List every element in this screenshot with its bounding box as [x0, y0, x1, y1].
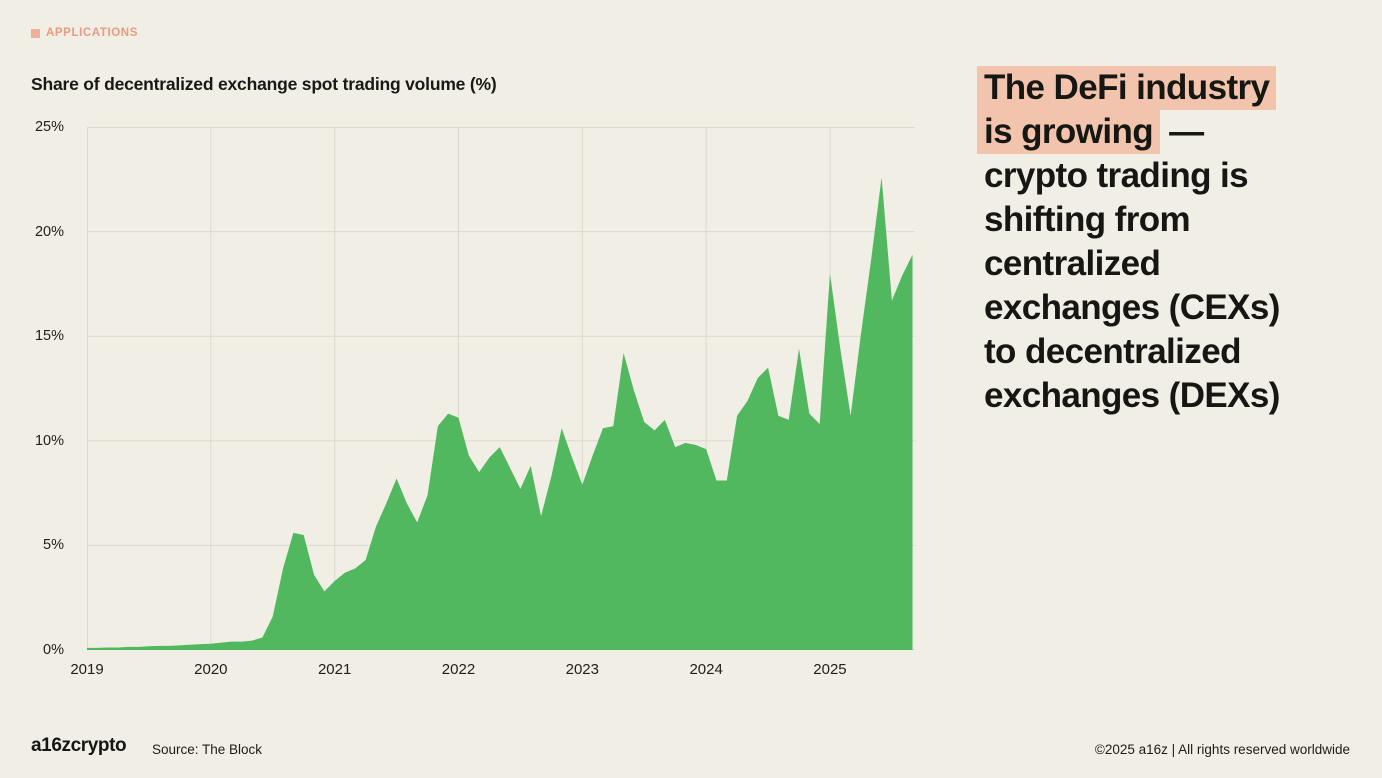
- chart-svg: [87, 127, 915, 650]
- chart-title: Share of decentralized exchange spot tra…: [31, 74, 497, 94]
- y-axis-tick-label: 25%: [34, 119, 64, 135]
- source-label: Source: The Block: [152, 742, 263, 757]
- x-axis-tick-label: 2023: [565, 661, 599, 678]
- tag-label: APPLICATIONS: [46, 27, 138, 39]
- x-axis-tick-label: 2024: [689, 661, 723, 678]
- y-axis-tick-label: 5%: [43, 537, 64, 554]
- plot-area: [87, 127, 915, 650]
- x-axis-tick-label: 2021: [317, 661, 352, 678]
- y-axis-tick-label: 10%: [34, 432, 64, 449]
- y-axis-tick-label: 0%: [43, 642, 64, 658]
- y-axis-tick-label: 20%: [34, 223, 64, 240]
- headline-line: exchanges (CEXs): [984, 288, 1280, 327]
- headline-line: is growing —: [977, 110, 1374, 154]
- copyright-label: ©2025 a16z | All rights reserved worldwi…: [1094, 742, 1350, 757]
- headline-line: The DeFi industry: [977, 66, 1374, 110]
- a16zcrypto-logo: a16zcrypto: [31, 735, 127, 756]
- x-axis-tick-label: 2020: [194, 661, 228, 678]
- headline-line: centralized: [984, 244, 1161, 283]
- headline-text: —: [1160, 112, 1204, 151]
- y-axis-tick-label: 15%: [34, 328, 64, 345]
- headline-line: crypto trading is: [984, 156, 1249, 195]
- headline-line: shifting from: [984, 200, 1191, 239]
- chart-region: 25% 20% 15% 10% 5% 0% 2019 2020 2021 2022 2023 2024…: [34, 119, 915, 678]
- headline-highlight: is growing: [977, 110, 1161, 154]
- headline: The DeFi industry is growing — crypto tr…: [977, 66, 1374, 418]
- tag-square-icon: [31, 28, 40, 38]
- category-tag: APPLICATIONS: [31, 27, 138, 39]
- headline-highlight: The DeFi industry: [977, 66, 1277, 110]
- dex-share-area-series: [87, 177, 913, 650]
- headline-line: to decentralized: [984, 332, 1241, 371]
- x-axis-tick-label: 2025: [813, 661, 847, 678]
- x-axis-tick-label: 2019: [70, 661, 104, 678]
- x-axis-tick-label: 2022: [441, 661, 476, 678]
- headline-line: exchanges (DEXs): [984, 376, 1280, 415]
